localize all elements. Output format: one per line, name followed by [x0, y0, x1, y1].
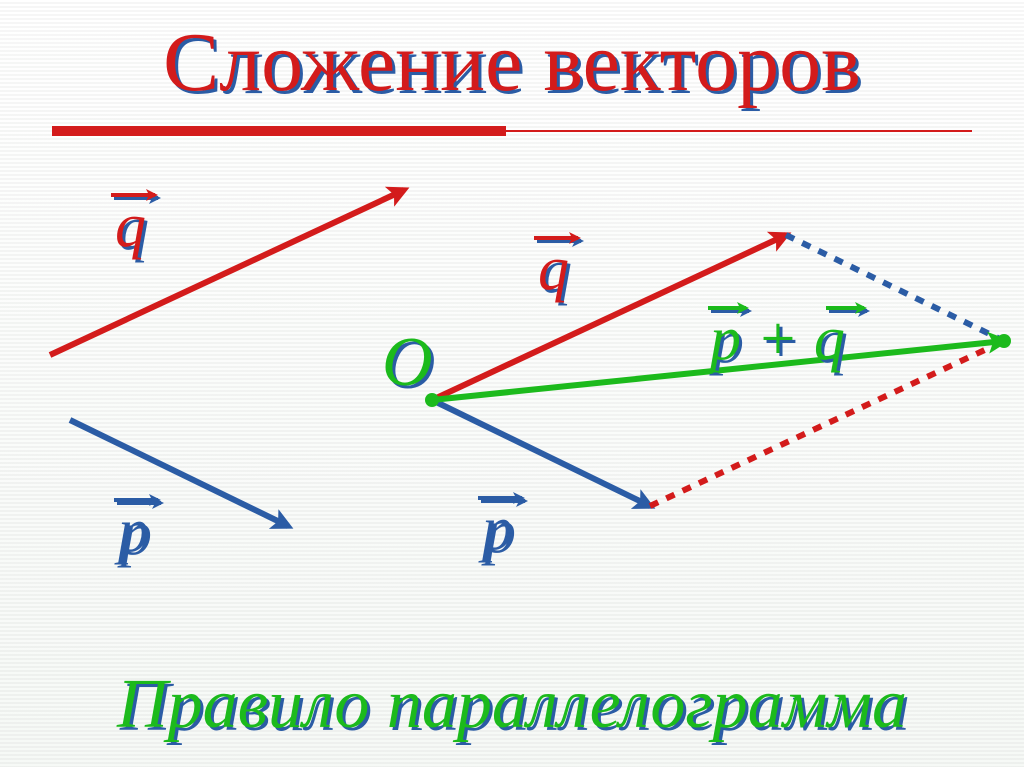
vector-overbar-icon — [476, 486, 532, 506]
label-p-right: p — [482, 498, 513, 560]
label-sum: p + q — [710, 308, 845, 370]
vector-p-left — [70, 420, 288, 526]
tip-dot — [997, 334, 1011, 348]
vector-overbar-icon — [824, 298, 874, 316]
vector-overbar-icon — [532, 226, 588, 246]
label-q-right: q — [538, 238, 569, 300]
vector-q-left — [50, 190, 404, 355]
vector-p-right — [432, 400, 650, 506]
slide: Сложение векторов Сложение векторов — [0, 0, 1024, 767]
label-p-left: p — [118, 500, 149, 562]
vector-overbar-icon — [706, 298, 756, 316]
label-q-left: q — [115, 195, 146, 257]
subtitle: Правило параллелограмма — [0, 665, 1024, 745]
vector-overbar-icon — [109, 183, 165, 203]
label-origin: O — [382, 328, 433, 398]
vector-diagram — [0, 0, 1024, 767]
vector-overbar-icon — [112, 488, 168, 508]
